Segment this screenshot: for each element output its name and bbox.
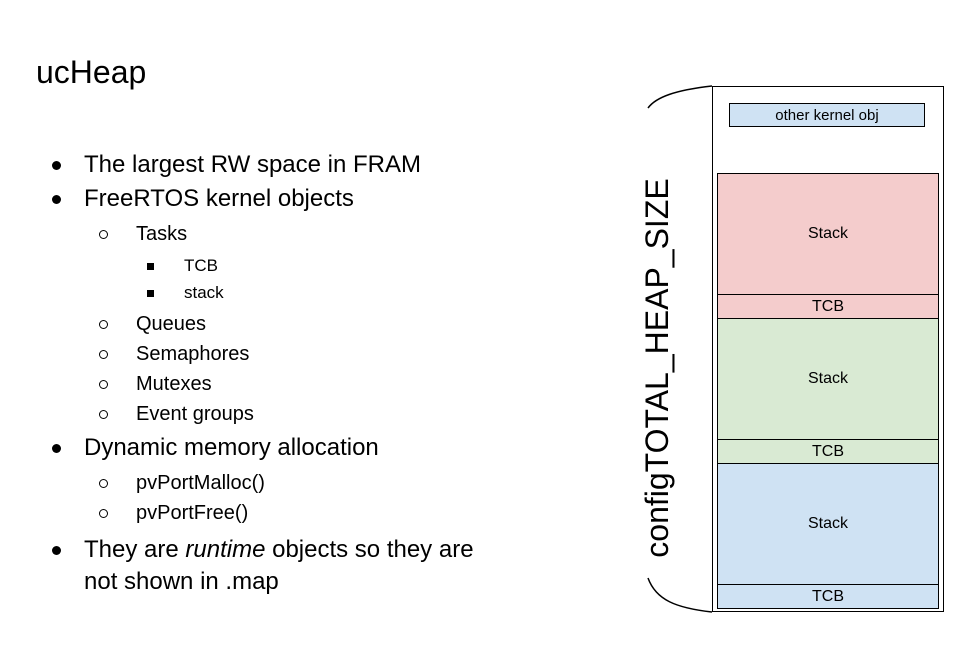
bullet-circle-icon	[99, 350, 108, 359]
bullet-text: pvPortMalloc()	[136, 472, 265, 494]
bullet-text: Mutexes	[136, 373, 212, 395]
bullet-dot-icon	[52, 546, 61, 555]
stack-block: Stack	[717, 463, 939, 585]
bullet-text: Semaphores	[136, 343, 250, 365]
bullet-text: pvPortFree()	[136, 502, 249, 524]
bullet-text-italic: runtime	[185, 536, 266, 563]
heap-size-text: configTOTAL_HEAP_SIZE	[639, 178, 675, 558]
bullet-text-pre: They are	[84, 536, 186, 563]
bullet-dot-icon	[52, 444, 61, 453]
bullet-list: The largest RW space in FRAM FreeRTOS ke…	[42, 0, 582, 652]
bullet-text: Dynamic memory allocation	[84, 434, 379, 461]
slide-title: ucHeap	[36, 54, 147, 90]
bullet-square-icon	[147, 290, 154, 297]
heap-box: other kernel obj Stack TCB Stack TCB Sta…	[712, 86, 944, 612]
bullet-circle-icon	[99, 509, 108, 518]
bullet-text: The largest RW space in FRAM	[84, 151, 421, 178]
bullet-circle-icon	[99, 380, 108, 389]
bullet-text: Tasks	[136, 223, 188, 245]
tcb-block: TCB	[717, 294, 939, 319]
bullet-text: Event groups	[136, 403, 254, 425]
bullet-text: stack	[184, 283, 224, 302]
other-kernel-obj-block: other kernel obj	[729, 103, 925, 127]
bullet-text-post: objects so they are	[265, 536, 474, 563]
bullet-circle-icon	[99, 320, 108, 329]
bullet-text: Queues	[136, 313, 207, 335]
bullet-circle-icon	[99, 479, 108, 488]
tcb-block: TCB	[717, 439, 939, 464]
tcb-block: TCB	[717, 584, 939, 609]
bullet-text: not shown in .map	[84, 568, 279, 595]
bullet-text: They are runtime objects so they are	[84, 535, 474, 565]
bullet-circle-icon	[99, 410, 108, 419]
bullet-circle-icon	[99, 230, 108, 239]
stack-block: Stack	[717, 318, 939, 440]
bullet-text: TCB	[184, 256, 218, 275]
bullet-square-icon	[147, 263, 154, 270]
bullet-dot-icon	[52, 195, 61, 204]
bullet-dot-icon	[52, 161, 61, 170]
stack-block: Stack	[717, 173, 939, 295]
bullet-text: FreeRTOS kernel objects	[84, 185, 354, 212]
